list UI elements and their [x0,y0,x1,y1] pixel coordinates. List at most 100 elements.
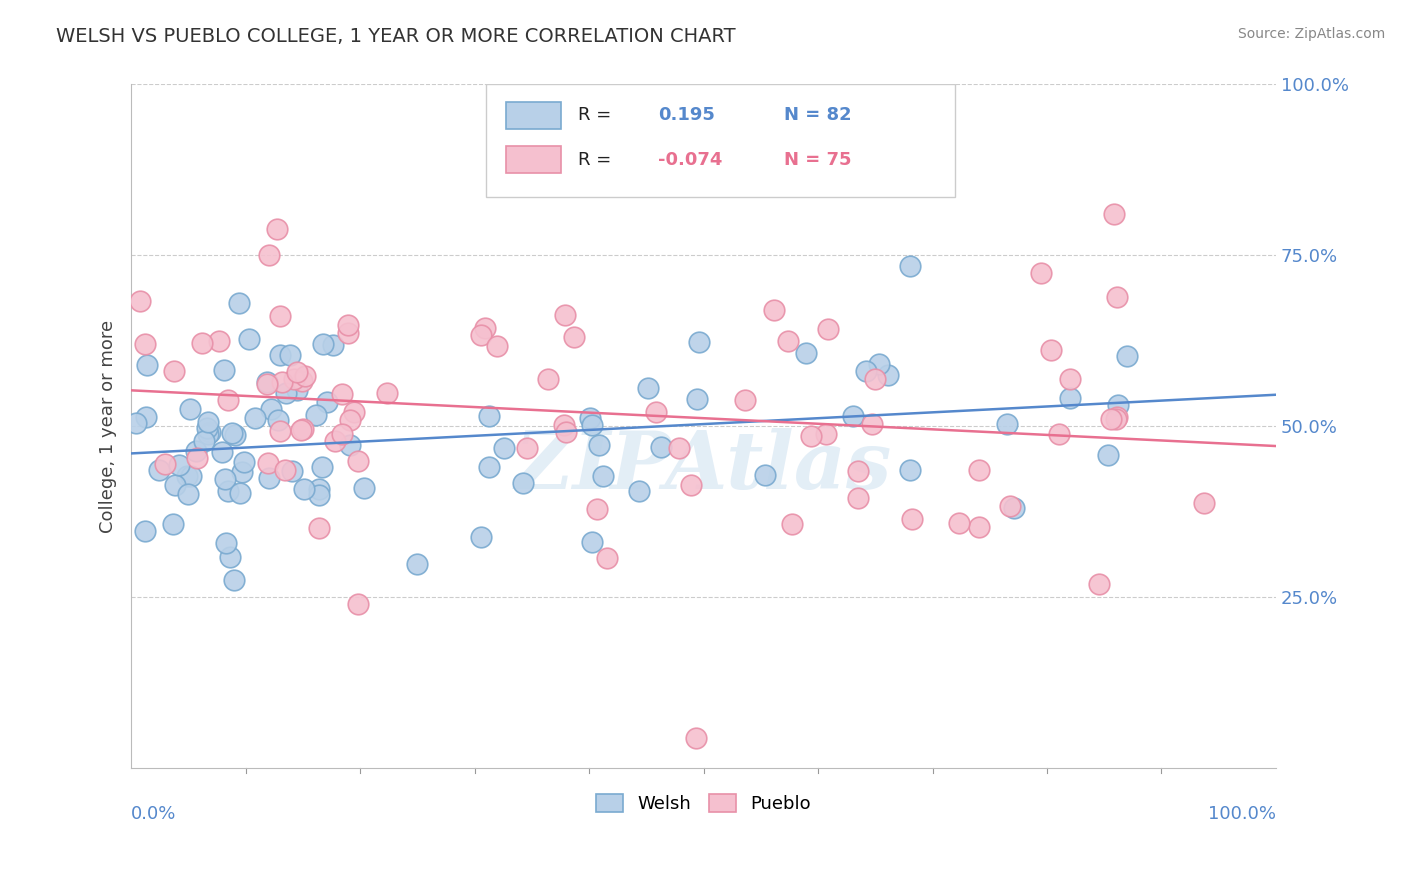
Point [134,336,156,351]
Text: N = 82: N = 82 [783,106,852,124]
Point [343,405,366,419]
Point [353,482,375,496]
Point [283,372,305,386]
Point [592,469,614,483]
Point [274,463,297,477]
Text: R =: R = [578,151,612,169]
Point [135,410,157,425]
Point [332,387,354,401]
Point [167,458,190,472]
Point [516,441,538,455]
Point [762,303,785,318]
Point [494,442,516,456]
Legend: Welsh, Pueblo: Welsh, Pueblo [589,787,818,820]
Point [860,417,883,431]
Point [846,464,869,478]
Point [285,383,308,397]
Point [190,335,212,350]
Point [285,365,308,379]
Point [814,427,837,442]
Point [186,451,208,466]
Point [177,487,200,501]
Point [863,371,886,385]
Point [668,442,690,456]
Point [554,425,576,440]
Point [562,330,585,344]
Point [305,409,328,423]
Point [208,334,231,348]
Point [877,368,900,383]
Point [948,516,970,530]
Point [969,520,991,534]
Point [998,499,1021,513]
Point [256,456,278,470]
Point [256,376,278,390]
Point [800,429,823,443]
Point [134,524,156,538]
Point [817,322,839,336]
FancyBboxPatch shape [486,85,956,197]
Point [291,374,314,388]
Point [377,386,399,401]
Point [215,536,238,550]
FancyBboxPatch shape [506,146,561,173]
Point [214,472,236,486]
Point [148,463,170,477]
Point [967,463,990,477]
Point [195,421,218,435]
Text: ZIPAtlas: ZIPAtlas [515,428,893,506]
Point [257,471,280,485]
Point [218,550,240,565]
Point [311,460,333,475]
Point [644,405,666,419]
Point [347,454,370,468]
Point [163,364,186,378]
Point [595,550,617,565]
Point [162,516,184,531]
Point [290,423,312,437]
Text: 100.0%: 100.0% [1208,805,1277,823]
Point [1099,412,1122,426]
Point [312,337,335,351]
Point [274,386,297,401]
Point [198,425,221,440]
Point [898,463,921,477]
Point [197,427,219,442]
Point [259,248,281,262]
Point [136,358,159,372]
Point [176,469,198,483]
Point [260,402,283,417]
Point [486,338,509,352]
Point [193,434,215,448]
Point [1107,290,1129,304]
Point [855,364,877,378]
Point [217,483,239,498]
Point [179,402,201,417]
Point [233,455,256,469]
Point [270,375,292,389]
Point [688,335,710,350]
Point [406,557,429,571]
Point [308,521,330,535]
Point [478,409,501,424]
Point [637,381,659,395]
Point [278,348,301,362]
Text: WELSH VS PUEBLO COLLEGE, 1 YEAR OR MORE CORRELATION CHART: WELSH VS PUEBLO COLLEGE, 1 YEAR OR MORE … [56,27,735,45]
Point [868,357,890,371]
Point [184,444,207,458]
Point [1087,577,1109,591]
Point [579,411,602,425]
Y-axis label: College, 1 year or more: College, 1 year or more [100,319,117,533]
Point [581,417,603,432]
Point [470,529,492,543]
Point [586,502,609,516]
Point [165,478,187,492]
Point [474,321,496,335]
Point [294,368,316,383]
Point [1059,372,1081,386]
Point [323,434,346,449]
Point [322,337,344,351]
Point [1059,391,1081,405]
Point [266,222,288,236]
Text: N = 75: N = 75 [783,151,851,169]
